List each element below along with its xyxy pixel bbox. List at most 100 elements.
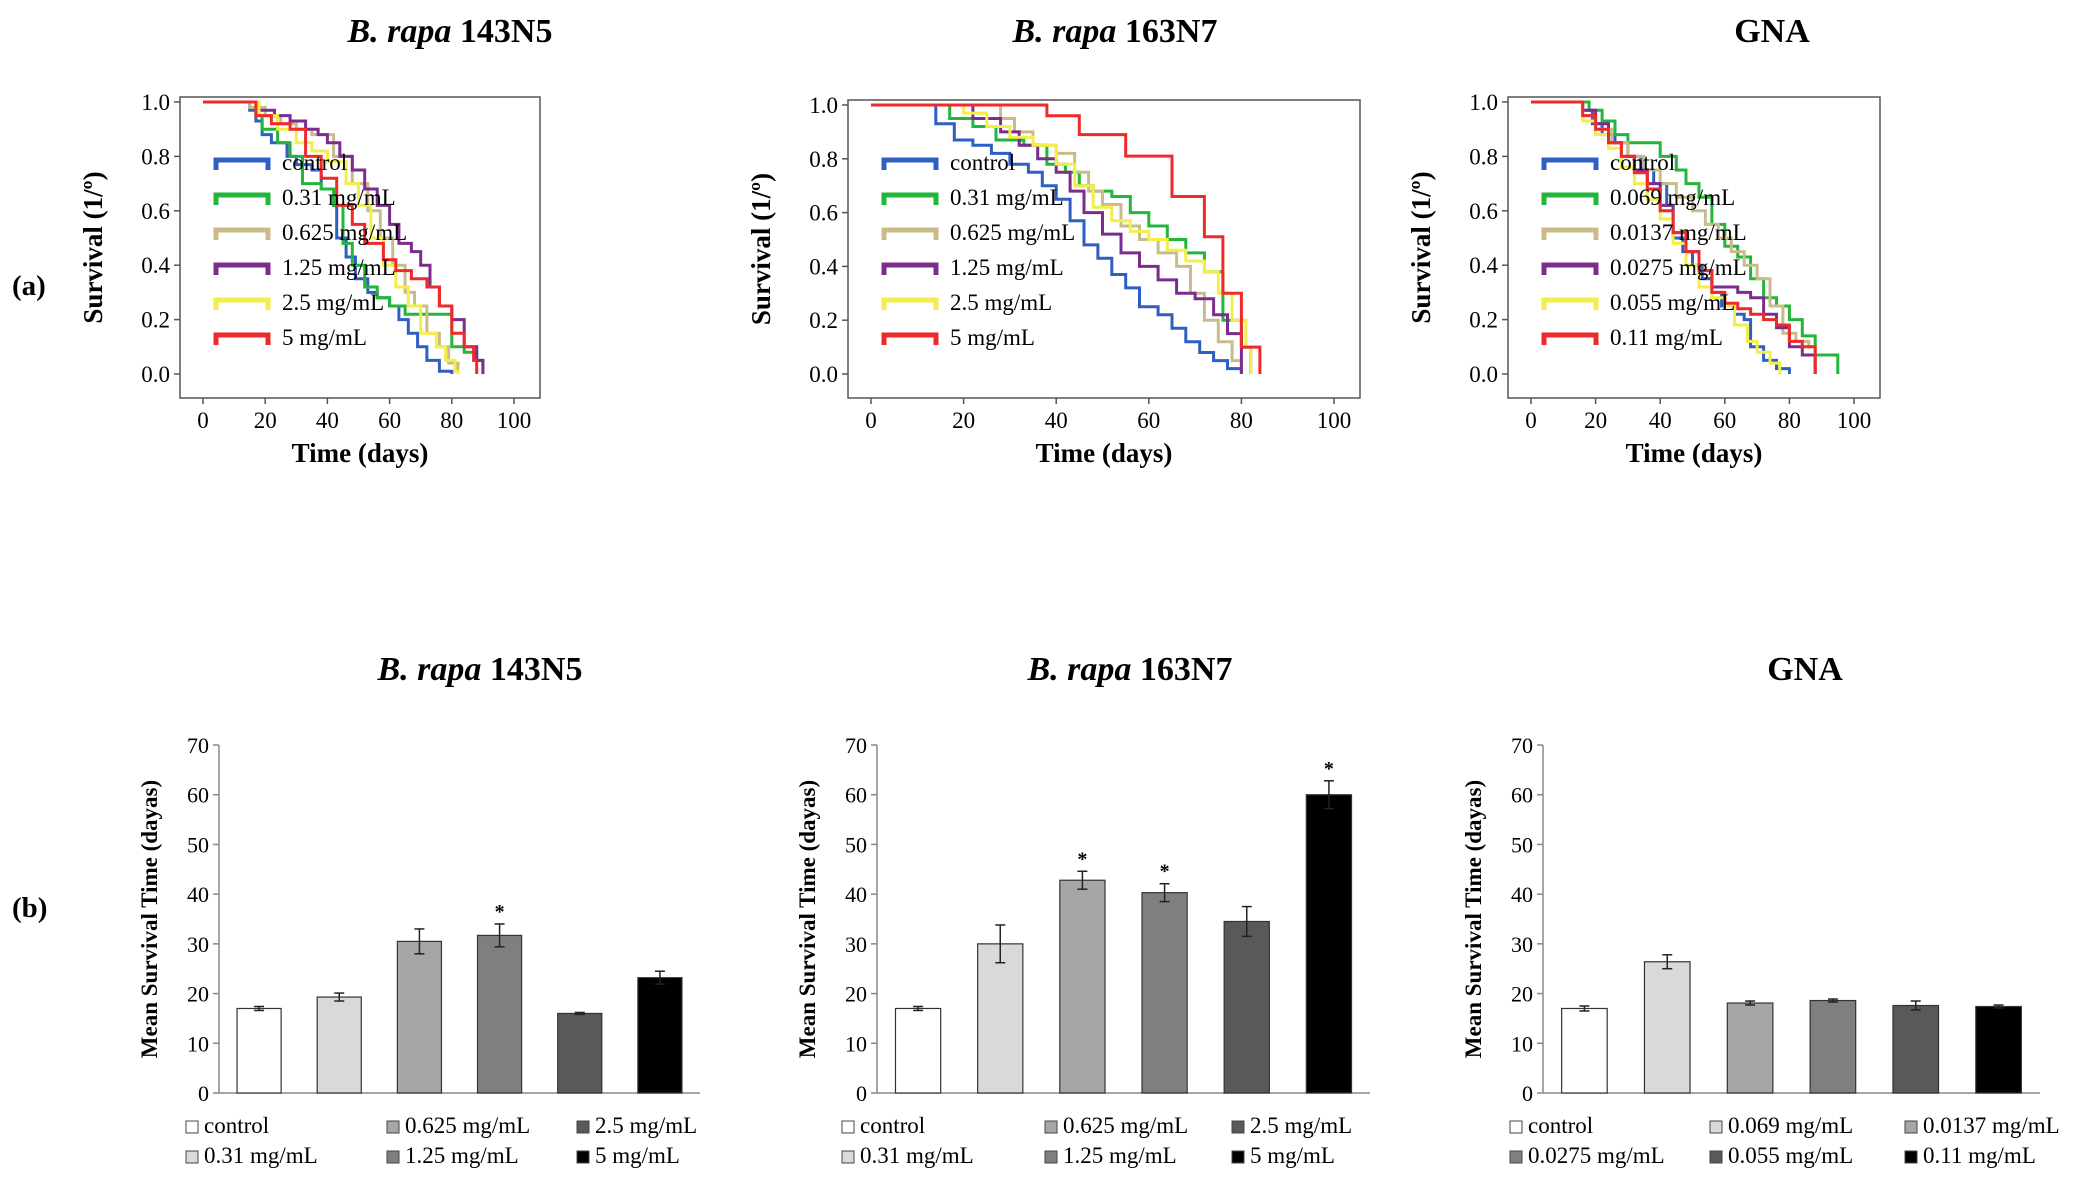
legend-label: 0.11 mg/mL	[1610, 325, 1723, 350]
y-tick-label: 20	[1511, 982, 1533, 1007]
y-tick-label: 10	[1511, 1031, 1533, 1056]
bar	[1809, 999, 1857, 1094]
survival-line	[1531, 100, 1817, 374]
legend-label: 2.5 mg/mL	[1250, 1113, 1352, 1138]
legend-label: 2.5 mg/mL	[282, 290, 384, 315]
y-tick-label: 40	[1511, 882, 1533, 907]
y-axis-label: Survival (1/º)	[1406, 171, 1436, 323]
legend-swatch	[1231, 1120, 1245, 1134]
y-tick-label: 60	[1511, 783, 1533, 808]
legend-swatch	[1541, 157, 1599, 170]
legend-swatch	[213, 297, 271, 310]
bar	[1975, 1005, 2022, 1094]
x-tick-label: 0	[197, 408, 209, 433]
legend-swatch	[1541, 192, 1599, 205]
legend-label: 0.625 mg/mL	[950, 220, 1075, 245]
legend-label: 1.25 mg/mL	[405, 1143, 519, 1168]
legend-label: 0.31 mg/mL	[282, 185, 396, 210]
legend-swatch	[213, 157, 271, 170]
bar	[1561, 1007, 1608, 1094]
bar	[894, 1007, 942, 1094]
legend-swatch	[881, 192, 939, 205]
chart-title: B. rapa 143N5	[377, 651, 583, 688]
legend-swatch	[1904, 1150, 1918, 1164]
legend-swatch	[1231, 1150, 1245, 1164]
y-axis-label: Mean Survival Time (dayas)	[1461, 780, 1486, 1058]
y-tick-label: 0.6	[141, 199, 170, 224]
bar	[236, 1007, 282, 1094]
legend-swatch	[1541, 227, 1599, 240]
legend-label: 5 mg/mL	[282, 325, 367, 350]
legend-label: 0.31 mg/mL	[204, 1143, 318, 1168]
legend-swatch	[881, 332, 939, 345]
legend-swatch	[213, 332, 271, 345]
chart-title: B. rapa 163N7	[1012, 13, 1218, 50]
legend-swatch	[386, 1120, 400, 1134]
y-tick-label: 10	[187, 1031, 209, 1056]
legend-swatch	[841, 1120, 855, 1134]
legend-swatch	[1541, 297, 1599, 310]
plot-frame	[179, 96, 541, 399]
survival-line	[871, 103, 1243, 374]
y-tick-label: 0.8	[141, 144, 170, 169]
bar	[637, 977, 683, 1094]
legend-swatch	[213, 192, 271, 205]
y-tick-label: 0.8	[1469, 144, 1498, 169]
legend-label: 0.625 mg/mL	[1063, 1113, 1188, 1138]
chart-title: GNA	[1767, 651, 1843, 688]
legend-label: control	[282, 150, 347, 175]
legend-swatch	[881, 262, 939, 275]
x-tick-label: 0	[865, 408, 877, 433]
x-axis-label: Time (days)	[1626, 438, 1763, 468]
legend-swatch	[576, 1120, 590, 1134]
legend-label: control	[1610, 150, 1675, 175]
x-tick-label: 80	[1778, 408, 1801, 433]
legend-swatch	[213, 227, 271, 240]
x-tick-label: 60	[1713, 408, 1736, 433]
legend-label: control	[1528, 1113, 1593, 1138]
y-tick-label: 1.0	[1469, 90, 1498, 115]
legend-label: 0.0275 mg/mL	[1610, 255, 1747, 280]
y-tick-label: 0	[198, 1081, 209, 1106]
y-tick-label: 20	[845, 982, 867, 1007]
x-tick-label: 60	[1137, 408, 1160, 433]
plot-frame	[1507, 96, 1881, 399]
legend-swatch	[213, 262, 271, 275]
y-tick-label: 0	[1522, 1081, 1533, 1106]
y-tick-label: 60	[187, 783, 209, 808]
y-tick-label: 70	[187, 733, 209, 758]
legend-swatch	[881, 297, 939, 310]
y-tick-label: 30	[845, 932, 867, 957]
legend-swatch	[1541, 332, 1599, 345]
y-tick-label: 0.2	[1469, 308, 1498, 333]
legend-label: 0.069 mg/mL	[1610, 185, 1735, 210]
bar-chart-1: B. rapa 143N5 0 10 20 30 40 50 60 70 Mean Surviva…	[137, 651, 700, 1168]
y-tick-label: 0.0	[141, 362, 170, 387]
survival-line	[203, 100, 479, 374]
y-axis-label: Survival (1/º)	[746, 173, 776, 325]
y-tick-label: 0.6	[809, 201, 838, 226]
y-tick-label: 50	[187, 832, 209, 857]
legend-swatch	[1509, 1120, 1523, 1134]
x-tick-label: 20	[254, 408, 277, 433]
panel-a-label: (a)	[12, 270, 46, 302]
x-tick-label: 40	[1045, 408, 1068, 433]
legend-swatch	[1709, 1150, 1723, 1164]
y-tick-label: 70	[845, 733, 867, 758]
bar	[1059, 879, 1106, 1094]
legend-swatch	[1509, 1150, 1523, 1164]
chart-title: B. rapa 143N5	[347, 13, 553, 50]
y-tick-label: 60	[845, 783, 867, 808]
bar	[1141, 892, 1188, 1094]
y-tick-label: 10	[845, 1031, 867, 1056]
x-tick-label: 100	[1837, 408, 1872, 433]
legend-label: 0.0275 mg/mL	[1528, 1143, 1665, 1168]
legend-swatch	[881, 157, 939, 170]
x-tick-label: 80	[1230, 408, 1253, 433]
legend-label: 0.11 mg/mL	[1923, 1143, 2036, 1168]
survival-chart-3: GNA 0 20 40 60 80 100 0.0 0.2 0.4 0.6 0.8 1.0 Time (d…	[1406, 13, 1881, 468]
bar	[1223, 920, 1270, 1094]
y-tick-label: 50	[845, 832, 867, 857]
legend-swatch	[576, 1150, 590, 1164]
